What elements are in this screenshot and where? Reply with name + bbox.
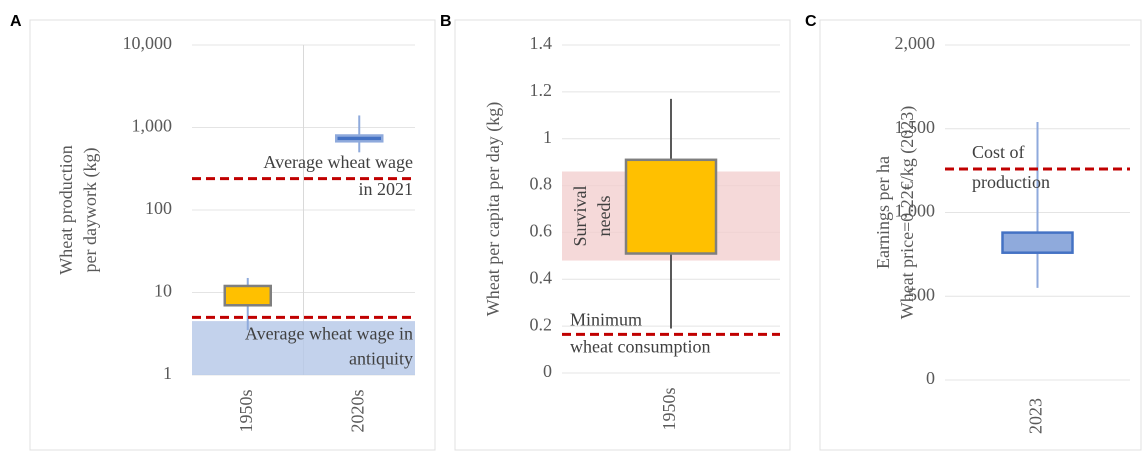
reference-label: Cost of (972, 142, 1025, 162)
x-tick-label: 2023 (1026, 398, 1046, 434)
y-tick-label: 0 (926, 368, 935, 388)
y-tick-label: 1 (163, 363, 172, 383)
x-tick-label: 1950s (659, 387, 679, 430)
y-tick-label: 0.2 (530, 314, 553, 334)
reference-label: antiquity (349, 348, 413, 368)
panel-frame (819, 19, 1142, 451)
panel-letter: C (805, 13, 817, 30)
y-tick-label: 0 (543, 361, 552, 381)
y-tick-label: 2,000 (895, 33, 936, 53)
reference-label: Average wheat wage (263, 152, 413, 172)
y-axis-title: Earnings per ha (873, 156, 893, 269)
y-tick-label: 0.6 (530, 221, 553, 241)
panel-frame (454, 19, 791, 451)
y-tick-label: 1.4 (530, 33, 553, 53)
panel-frame (29, 19, 436, 451)
y-axis-title: Wheat per capita per day (kg) (483, 102, 504, 316)
band-label: needs (594, 196, 614, 237)
box (223, 284, 272, 307)
y-tick-label: 1,000 (132, 116, 173, 136)
box (624, 158, 718, 255)
y-tick-label: 500 (908, 284, 935, 304)
y-tick-label: 10,000 (123, 33, 173, 53)
shaded-band (192, 321, 415, 375)
y-tick-label: 0.4 (530, 267, 553, 287)
y-axis-title: Wheat price=0.22€/kg (2023) (897, 106, 918, 320)
reference-label: in 2021 (358, 179, 413, 199)
x-tick-label: 2020s (347, 389, 367, 432)
panel-letter: B (440, 13, 452, 30)
box (335, 134, 384, 143)
panel-letter: A (10, 13, 22, 30)
y-tick-label: 1,000 (895, 201, 936, 221)
y-tick-label: 0.8 (530, 174, 553, 194)
x-tick-label: 1950s (236, 389, 256, 432)
box (1001, 231, 1074, 254)
y-tick-label: 1,500 (895, 117, 936, 137)
reference-label: Minimum (570, 309, 642, 329)
y-tick-label: 100 (145, 198, 172, 218)
y-axis-title: per daywork (kg) (80, 148, 101, 273)
reference-label: wheat consumption (570, 336, 710, 356)
reference-label: Average wheat wage in (245, 323, 413, 343)
band-label: Survival (570, 186, 590, 247)
y-tick-label: 10 (154, 281, 172, 301)
y-tick-label: 1 (543, 127, 552, 147)
y-tick-label: 1.2 (530, 80, 553, 100)
y-axis-title: Wheat production (56, 145, 76, 274)
reference-label: production (972, 172, 1050, 192)
